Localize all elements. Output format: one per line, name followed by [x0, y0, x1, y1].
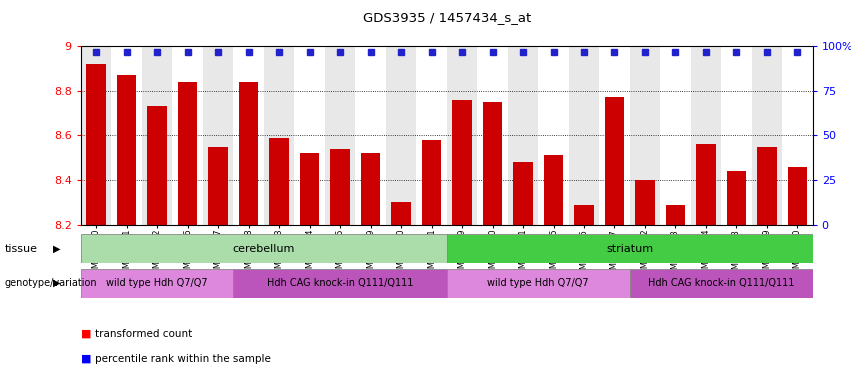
Text: striatum: striatum: [606, 243, 654, 254]
Bar: [599, 46, 630, 225]
Bar: [721, 46, 751, 225]
Text: genotype/variation: genotype/variation: [4, 278, 97, 288]
Bar: [81, 269, 233, 298]
Text: GDS3935 / 1457434_s_at: GDS3935 / 1457434_s_at: [363, 12, 531, 25]
Bar: [300, 153, 319, 225]
Bar: [294, 46, 325, 225]
Bar: [142, 46, 172, 225]
Bar: [660, 46, 691, 225]
Bar: [483, 102, 502, 225]
Bar: [178, 82, 197, 225]
Bar: [691, 46, 721, 225]
Bar: [574, 205, 594, 225]
Bar: [635, 180, 655, 225]
Bar: [727, 171, 746, 225]
Text: ■: ■: [81, 354, 91, 364]
Bar: [630, 269, 813, 298]
Bar: [208, 147, 228, 225]
Text: Hdh CAG knock-in Q111/Q111: Hdh CAG knock-in Q111/Q111: [648, 278, 795, 288]
Bar: [361, 153, 380, 225]
Bar: [544, 156, 563, 225]
Bar: [147, 106, 167, 225]
Text: ■: ■: [81, 329, 91, 339]
Bar: [86, 64, 106, 225]
Bar: [452, 99, 472, 225]
Bar: [630, 46, 660, 225]
Bar: [238, 82, 259, 225]
Bar: [391, 202, 411, 225]
Text: Hdh CAG knock-in Q111/Q111: Hdh CAG knock-in Q111/Q111: [267, 278, 414, 288]
Bar: [203, 46, 233, 225]
Bar: [513, 162, 533, 225]
Text: tissue: tissue: [4, 243, 37, 254]
Bar: [330, 149, 350, 225]
Bar: [447, 46, 477, 225]
Text: wild type Hdh Q7/Q7: wild type Hdh Q7/Q7: [106, 278, 208, 288]
Bar: [264, 46, 294, 225]
Bar: [568, 46, 599, 225]
Bar: [538, 46, 568, 225]
Bar: [447, 234, 813, 263]
Text: percentile rank within the sample: percentile rank within the sample: [95, 354, 271, 364]
Text: cerebellum: cerebellum: [232, 243, 295, 254]
Bar: [111, 46, 142, 225]
Text: wild type Hdh Q7/Q7: wild type Hdh Q7/Q7: [488, 278, 589, 288]
Bar: [233, 46, 264, 225]
Bar: [787, 167, 808, 225]
Text: ▶: ▶: [53, 278, 60, 288]
Bar: [269, 137, 289, 225]
Bar: [508, 46, 538, 225]
Bar: [325, 46, 355, 225]
Bar: [665, 205, 685, 225]
Bar: [604, 98, 625, 225]
Bar: [447, 269, 630, 298]
Bar: [117, 75, 136, 225]
Bar: [416, 46, 447, 225]
Bar: [782, 46, 813, 225]
Bar: [386, 46, 416, 225]
Bar: [172, 46, 203, 225]
Bar: [355, 46, 386, 225]
Bar: [233, 269, 447, 298]
Text: transformed count: transformed count: [95, 329, 192, 339]
Bar: [751, 46, 782, 225]
Bar: [81, 46, 111, 225]
Bar: [757, 147, 777, 225]
Bar: [477, 46, 508, 225]
Bar: [696, 144, 716, 225]
Text: ▶: ▶: [53, 243, 60, 254]
Bar: [421, 140, 442, 225]
Bar: [81, 234, 447, 263]
